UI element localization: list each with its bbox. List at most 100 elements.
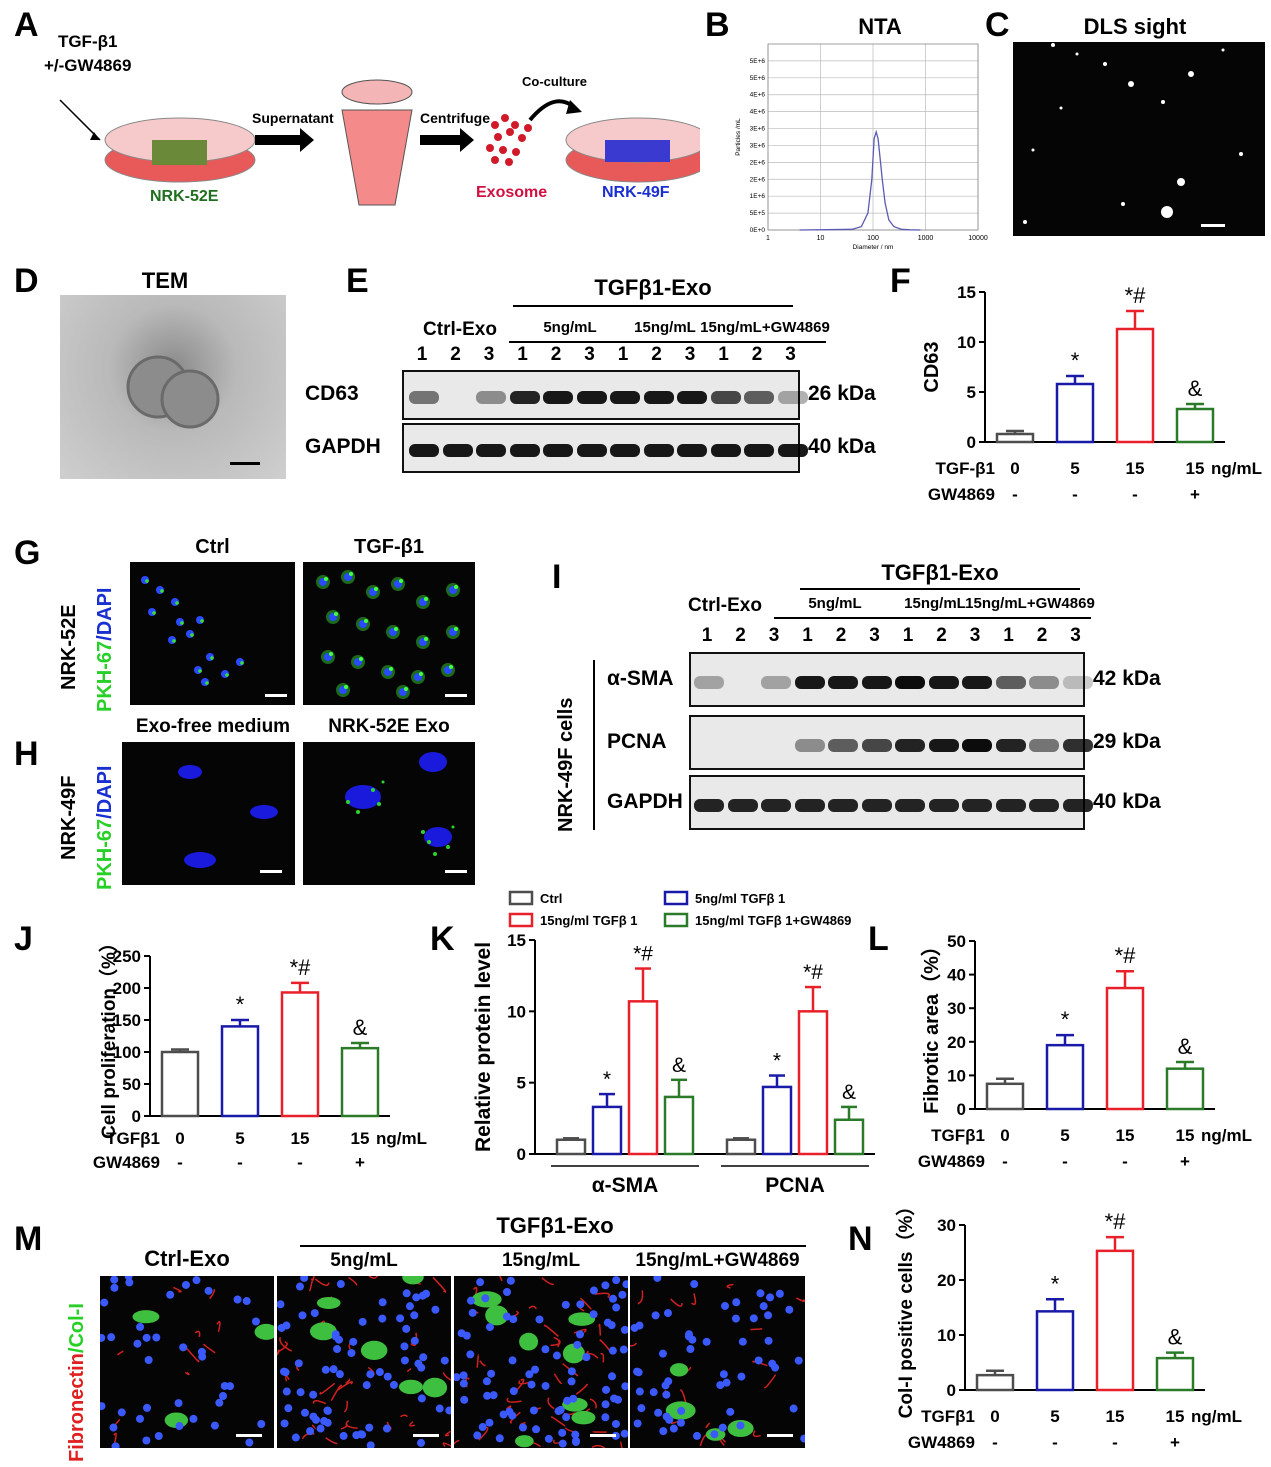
x-category-label: 0 xyxy=(1010,459,1019,478)
fibronectin-signal xyxy=(409,1421,415,1427)
nucleus xyxy=(649,1388,658,1397)
nucleus xyxy=(339,1431,348,1440)
col1-positive-cell xyxy=(571,1410,596,1425)
exosome-signal xyxy=(454,585,458,589)
panel-e-blot: TGFβ1-Exo Ctrl-Exo 5ng/mL 15ng/mL 15ng/mL+GW… xyxy=(305,275,890,490)
bar xyxy=(833,1118,865,1156)
legend-swatch xyxy=(508,890,534,906)
fibronectin-signal xyxy=(319,1382,336,1395)
nucleus xyxy=(422,1289,431,1298)
gw-label: - xyxy=(1052,1433,1058,1452)
panel-m-image xyxy=(623,1273,809,1448)
panel-letter-l: L xyxy=(868,920,889,958)
fibronectin-signal xyxy=(679,1389,687,1404)
col1-positive-cell xyxy=(669,1363,689,1377)
col1-positive-cell xyxy=(398,1379,423,1395)
nucleus xyxy=(495,1434,504,1443)
nucleus xyxy=(800,1434,809,1443)
scale-bar xyxy=(767,1434,793,1437)
nucleus xyxy=(220,1381,229,1390)
nucleus xyxy=(396,1314,405,1323)
scale-bar xyxy=(590,1434,616,1437)
blot-row-label: GAPDH xyxy=(607,789,683,813)
scale-bar xyxy=(230,462,260,465)
fibronectin-signal xyxy=(311,1424,317,1430)
nucleus xyxy=(382,1424,391,1433)
blot-lane-number: 3 xyxy=(969,625,981,646)
gw-label: - xyxy=(1132,485,1138,504)
blot-lane-number: 2 xyxy=(450,344,461,365)
blot-lane-number: 1 xyxy=(718,344,729,365)
fibronectin-signal xyxy=(752,1360,768,1367)
dls-title: DLS sight xyxy=(1083,14,1187,39)
nucleus xyxy=(502,1288,511,1297)
gw-label: - xyxy=(1002,1152,1008,1171)
nucleus xyxy=(331,1332,340,1341)
nucleus xyxy=(347,1348,356,1357)
gw-label: + xyxy=(1170,1433,1180,1452)
nucleus xyxy=(582,1353,591,1362)
nucleus xyxy=(552,1351,561,1360)
blot-header: TGFβ1-Exo xyxy=(881,560,999,585)
blot-band xyxy=(761,798,791,812)
nucleus xyxy=(690,1280,699,1289)
significance-mark: & xyxy=(672,1054,686,1077)
nta-ytick: 0E+0 xyxy=(750,227,766,234)
nucleus xyxy=(295,1282,304,1291)
legend-swatch xyxy=(508,912,534,928)
bar xyxy=(995,432,1035,444)
y-tick-label: 5 xyxy=(967,383,976,402)
nucleus xyxy=(654,1408,663,1417)
blot-band xyxy=(476,444,506,457)
nucleus xyxy=(181,1280,190,1289)
fibronectin-signal xyxy=(368,1272,380,1279)
fibronectin-signal xyxy=(478,1426,489,1441)
significance-mark: *# xyxy=(290,955,312,980)
nucleus xyxy=(457,1329,466,1338)
panel-letter-i: I xyxy=(552,558,562,596)
nta-series-line xyxy=(799,129,921,231)
blot-band xyxy=(509,391,540,404)
col1-positive-cell xyxy=(309,1322,337,1341)
blot-group-label: 5ng/mL xyxy=(808,595,862,612)
blot-band xyxy=(677,444,707,457)
panel-g-side-label: NRK-52E xyxy=(58,604,80,690)
nucleus xyxy=(532,1425,541,1434)
nucleus xyxy=(505,1407,514,1416)
nucleus xyxy=(310,1309,319,1318)
nucleus xyxy=(349,1337,358,1346)
fibronectin-signal xyxy=(623,1340,637,1347)
nucleus xyxy=(722,1378,731,1387)
nucleus xyxy=(669,1424,678,1433)
nucleus xyxy=(620,1429,629,1438)
fibronectin-signal xyxy=(536,1407,542,1410)
exosome-signal xyxy=(419,672,423,676)
fibronectin-signal xyxy=(194,1330,201,1338)
nucleus xyxy=(316,1424,325,1433)
legend-label: 15ng/ml TGFβ 1+GW4869 xyxy=(695,913,851,928)
nucleus xyxy=(133,1339,142,1348)
significance-mark: & xyxy=(1178,1034,1193,1059)
nucleus xyxy=(405,1302,414,1311)
nta-title: NTA xyxy=(858,14,902,39)
nucleus xyxy=(764,1311,773,1320)
fibronectin-signal xyxy=(276,1341,288,1354)
x-category-label: 15 xyxy=(1166,1407,1185,1426)
blot-band xyxy=(576,391,607,404)
blot-strip xyxy=(402,370,808,420)
exosome-signal xyxy=(190,633,194,637)
m-cells xyxy=(623,1273,809,1447)
nucleus xyxy=(764,1336,773,1345)
fibronectin-signal xyxy=(216,1320,221,1332)
blot-band xyxy=(1029,738,1059,752)
nucleus xyxy=(630,1323,639,1332)
nucleus xyxy=(366,1370,375,1379)
nucleus xyxy=(174,1399,183,1408)
nucleus xyxy=(502,1312,511,1321)
nucleus xyxy=(601,1413,610,1422)
nucleus xyxy=(754,1356,763,1365)
nta-xtick: 1 xyxy=(766,235,770,242)
blot-lane-number: 1 xyxy=(416,344,428,365)
nucleus xyxy=(417,1363,426,1372)
blot-group-label: 15ng/mL+GW4869 xyxy=(965,595,1095,612)
